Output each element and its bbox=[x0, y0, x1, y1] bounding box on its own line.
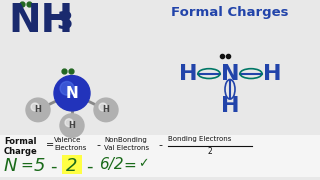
Circle shape bbox=[60, 114, 84, 137]
Text: N: N bbox=[66, 86, 78, 101]
Circle shape bbox=[54, 76, 90, 111]
Text: 3: 3 bbox=[56, 10, 73, 34]
Circle shape bbox=[26, 98, 50, 122]
Text: N: N bbox=[221, 64, 239, 84]
FancyBboxPatch shape bbox=[0, 135, 320, 177]
Text: Val Electrons: Val Electrons bbox=[104, 145, 149, 151]
Text: H: H bbox=[35, 105, 41, 114]
Text: -: - bbox=[86, 158, 92, 176]
Text: 5: 5 bbox=[34, 157, 45, 175]
Text: NonBonding: NonBonding bbox=[104, 137, 147, 143]
Text: H: H bbox=[68, 121, 76, 130]
Text: H: H bbox=[103, 105, 109, 114]
Text: 2: 2 bbox=[208, 147, 212, 156]
Circle shape bbox=[99, 103, 107, 111]
Text: Bonding Electrons: Bonding Electrons bbox=[168, 136, 231, 142]
Circle shape bbox=[65, 119, 73, 127]
Text: Charge: Charge bbox=[4, 147, 38, 156]
Text: =: = bbox=[123, 158, 136, 173]
Text: Formal: Formal bbox=[4, 137, 36, 146]
FancyBboxPatch shape bbox=[62, 155, 82, 174]
Text: H: H bbox=[179, 64, 197, 84]
Text: H: H bbox=[263, 64, 281, 84]
Circle shape bbox=[60, 81, 74, 95]
Text: 6/2: 6/2 bbox=[99, 157, 124, 172]
Text: Formal Charges: Formal Charges bbox=[171, 6, 289, 19]
Text: NH: NH bbox=[8, 2, 73, 40]
Text: H: H bbox=[221, 96, 239, 116]
Text: Electrons: Electrons bbox=[54, 145, 86, 151]
Circle shape bbox=[94, 98, 118, 122]
Text: -: - bbox=[158, 140, 162, 150]
Text: ✓: ✓ bbox=[138, 157, 148, 170]
Text: 2: 2 bbox=[66, 157, 78, 175]
Circle shape bbox=[31, 103, 39, 111]
Text: N: N bbox=[4, 157, 18, 175]
Text: -: - bbox=[50, 158, 57, 176]
Text: =: = bbox=[46, 140, 54, 150]
Text: -: - bbox=[96, 140, 100, 150]
Text: Valence: Valence bbox=[54, 137, 81, 143]
Text: =: = bbox=[20, 158, 33, 173]
